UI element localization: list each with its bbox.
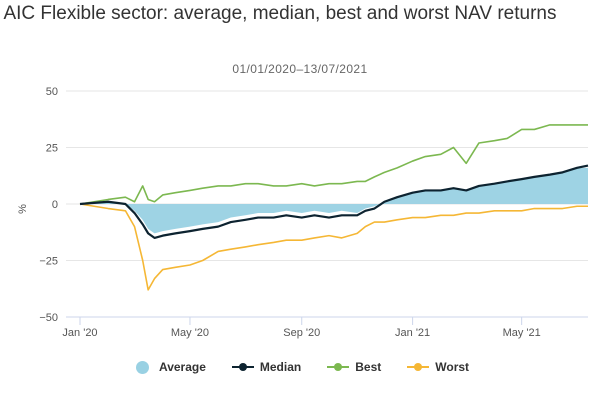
y-tick-label: −50 — [39, 312, 58, 324]
legend-item-average[interactable]: Average — [131, 360, 206, 374]
legend-worst-symbol — [407, 361, 430, 373]
y-tick-label: 50 — [46, 86, 58, 98]
legend-median-symbol — [231, 361, 254, 373]
y-tick-label: 25 — [46, 143, 58, 155]
legend-average-label: Average — [158, 360, 206, 374]
x-tick-label: May '21 — [503, 327, 541, 339]
y-axis: 50 25 0 −25 −50 — [39, 86, 58, 324]
best-line — [79, 124, 588, 205]
legend-average-symbol — [131, 361, 153, 374]
x-tick-label: May '20 — [171, 327, 209, 339]
y-tick-label: 0 — [52, 199, 58, 211]
chart-subtitle: 01/01/2020–13/07/2021 — [232, 62, 368, 76]
x-tick-label: Jan '20 — [62, 327, 97, 339]
y-axis-label: % — [17, 204, 29, 214]
median-line — [79, 164, 589, 239]
x-tick-label: Sep '20 — [283, 327, 320, 339]
x-axis: Jan '20 May '20 Sep '20 Jan '21 May '21 — [62, 316, 588, 339]
legend-best-label: Best — [355, 360, 382, 374]
legend-worst-label: Worst — [435, 360, 470, 374]
chart-title: AIC Flexible sector: average, median, be… — [3, 3, 557, 24]
series-group — [79, 124, 589, 291]
legend-median-label: Median — [259, 360, 302, 374]
worst-line — [79, 203, 588, 291]
legend-best-symbol — [327, 361, 350, 373]
legend-item-median[interactable]: Median — [231, 360, 302, 374]
x-tick-label: Jan '21 — [395, 327, 430, 339]
chart-legend: Average Median Best Worst — [0, 360, 600, 374]
legend-item-best[interactable]: Best — [327, 360, 381, 374]
y-tick-label: −25 — [39, 256, 58, 268]
legend-item-worst[interactable]: Worst — [407, 360, 469, 374]
average-area — [80, 167, 588, 234]
